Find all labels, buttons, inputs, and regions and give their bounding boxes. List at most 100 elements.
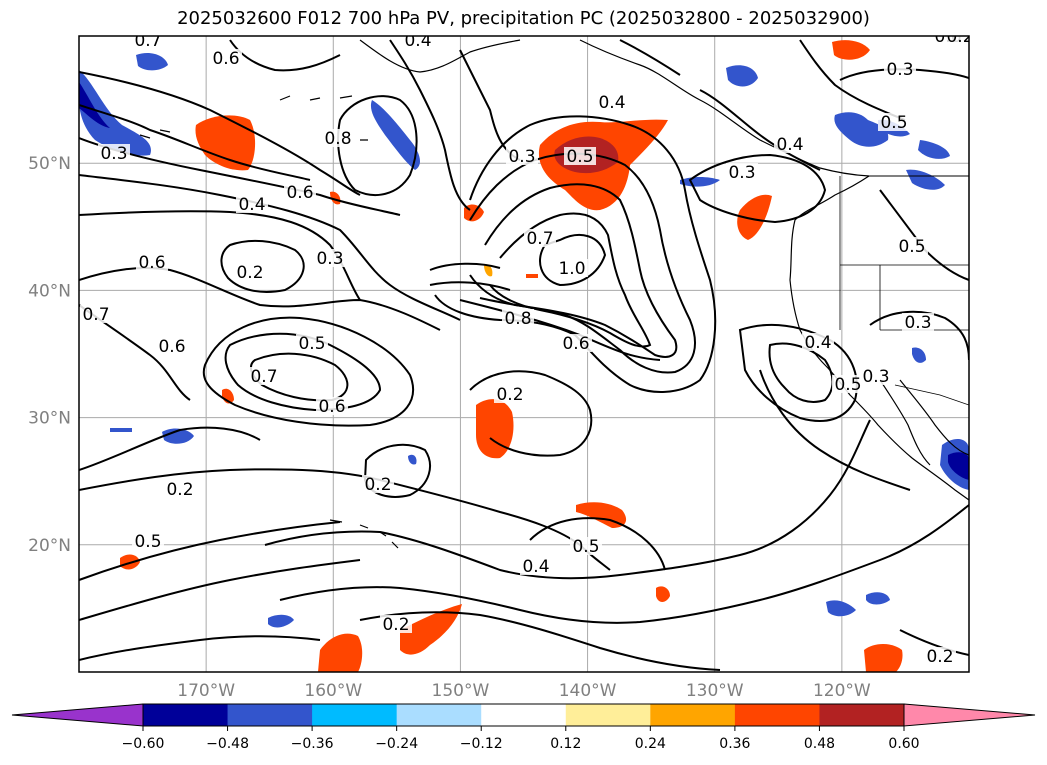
contour-label-bg xyxy=(860,367,892,385)
contour-line xyxy=(264,419,871,580)
contour-line xyxy=(79,635,321,661)
contour-label-bg xyxy=(802,333,834,351)
lat-tick-label: 30°N xyxy=(28,409,71,429)
lon-tick-labels: 170°W 160°W 150°W 140°W 130°W 120°W xyxy=(177,681,871,701)
contour-label: 0.2 xyxy=(926,647,953,667)
precip-negative-areas xyxy=(79,53,969,628)
precip-area xyxy=(906,169,945,190)
contour-line xyxy=(79,521,341,581)
contour-line xyxy=(489,212,652,348)
contour-label-bg xyxy=(236,195,268,213)
contour-label-bg xyxy=(564,147,596,165)
contour-label-bg xyxy=(210,49,242,67)
contour-label-bg xyxy=(322,129,354,147)
precip-area xyxy=(832,40,870,60)
contour-label-bg xyxy=(944,36,969,45)
contour-label: 0.3 xyxy=(728,163,755,183)
contour-line xyxy=(539,234,607,287)
contour-line xyxy=(619,39,681,76)
colorbar-extend-max xyxy=(903,703,1036,727)
lon-tick-label: 130°W xyxy=(686,681,744,701)
colorbar-frame xyxy=(142,703,905,727)
contour-label-bg xyxy=(556,259,588,277)
contour-label: 0.7 xyxy=(250,367,277,387)
colorbar-tick-label: −0.36 xyxy=(291,736,334,752)
colorbar-segment xyxy=(565,704,651,726)
contour-label: 0.4 xyxy=(238,195,265,215)
contour-line xyxy=(688,153,827,224)
contour-label-bg xyxy=(502,309,534,327)
contour-label: 0.2 xyxy=(166,480,193,500)
lon-tick-label: 160°W xyxy=(304,681,362,701)
contour-line xyxy=(869,310,969,361)
contour-line xyxy=(469,370,593,457)
colorbar-segment xyxy=(396,704,482,726)
contour-label-bg xyxy=(80,305,112,323)
contour-line xyxy=(79,174,461,321)
contour-label: 0.2 xyxy=(236,263,263,283)
contour-label: 0.3 xyxy=(508,147,535,167)
lat-tick-label: 40°N xyxy=(28,281,71,301)
precip-area xyxy=(400,604,462,655)
colorbar-tick-label: 0.36 xyxy=(719,736,750,752)
contour-label-bg xyxy=(506,147,538,165)
contour-label-bg xyxy=(156,337,188,355)
contour-label: 0.6 xyxy=(138,253,165,273)
contour-label: 0.5 xyxy=(572,537,599,557)
precip-area xyxy=(370,100,421,170)
coastline-islands xyxy=(139,95,368,141)
precip-area xyxy=(110,428,132,432)
colorbar-tick-label: 0.24 xyxy=(635,736,666,752)
contour-line xyxy=(434,115,717,393)
lat-tick-label: 50°N xyxy=(28,154,71,174)
coastline-gulf-california xyxy=(899,379,969,456)
contour-label-bg xyxy=(362,475,394,493)
contour-label: 0.5 xyxy=(134,532,161,552)
contour-label-bg xyxy=(924,647,956,665)
contour-label: 0.3 xyxy=(316,249,343,269)
contour-line xyxy=(799,39,906,121)
lon-tick-label: 140°W xyxy=(559,681,617,701)
map-frame xyxy=(78,35,970,673)
precip-area xyxy=(484,264,493,277)
contour-label: 0.6 xyxy=(318,397,345,417)
contour-label-bg xyxy=(296,334,328,352)
contour-line xyxy=(363,443,431,498)
contour-label: 0.8 xyxy=(324,129,351,149)
precip-area xyxy=(826,600,856,617)
contour-label: 0.5 xyxy=(566,147,593,167)
colorbar-segment xyxy=(481,704,567,726)
contour-label-bg xyxy=(164,480,196,498)
contour-label: 0.6 xyxy=(562,334,589,354)
contour-label-bg xyxy=(520,557,552,575)
lon-tick-label: 170°W xyxy=(177,681,235,701)
contour-label-bg xyxy=(902,313,934,331)
contour-label-bg xyxy=(774,135,806,153)
precip-area xyxy=(408,454,417,465)
precip-area xyxy=(864,644,903,672)
contour-line xyxy=(389,39,471,211)
contour-label: 0.3 xyxy=(862,367,889,387)
contour-line xyxy=(202,316,415,427)
contour-label-bg xyxy=(524,229,556,247)
contour-line xyxy=(279,504,969,624)
contour-label: 0.3 xyxy=(904,313,931,333)
contour-label: 0.7 xyxy=(134,31,161,51)
precip-area xyxy=(79,70,151,156)
contour-label: 1.0 xyxy=(558,259,585,279)
colorbar-segment xyxy=(312,704,398,726)
contour-label-bg xyxy=(136,253,168,271)
precip-area xyxy=(162,428,194,444)
contour-label: 0.4 xyxy=(598,93,625,113)
precip-area xyxy=(268,614,294,628)
contour-label: 0.4 xyxy=(804,333,831,353)
contour-label: 0.6 xyxy=(286,183,313,203)
contour-line xyxy=(839,68,969,81)
colorbar-tick-label: −0.60 xyxy=(122,736,165,752)
colorbar-tick-label: −0.24 xyxy=(375,736,418,752)
contour-label: 0.2 xyxy=(382,615,409,635)
coastline-baja xyxy=(879,379,931,466)
contour-label-bg xyxy=(878,113,910,131)
contour-label-bg xyxy=(726,163,758,181)
